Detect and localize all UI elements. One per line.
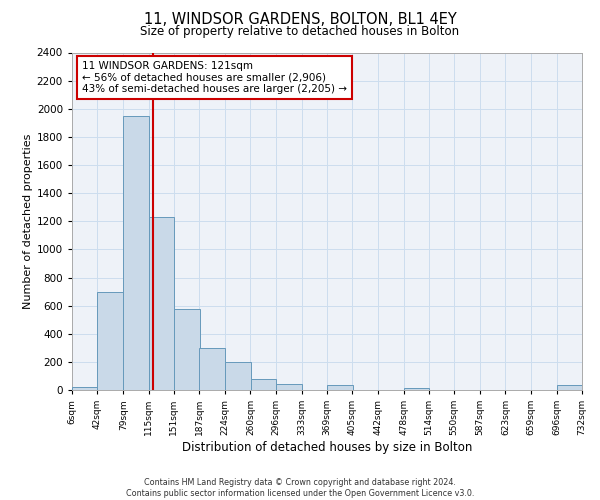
Bar xyxy=(225,362,251,390)
Text: 11 WINDSOR GARDENS: 121sqm
← 56% of detached houses are smaller (2,906)
43% of s: 11 WINDSOR GARDENS: 121sqm ← 56% of deta… xyxy=(82,61,347,94)
Bar xyxy=(149,217,175,390)
Bar xyxy=(557,385,583,390)
Bar xyxy=(72,387,98,390)
Text: 11, WINDSOR GARDENS, BOLTON, BL1 4EY: 11, WINDSOR GARDENS, BOLTON, BL1 4EY xyxy=(143,12,457,28)
Bar xyxy=(97,292,123,390)
Bar xyxy=(276,384,302,390)
Bar xyxy=(404,388,430,390)
Text: Size of property relative to detached houses in Bolton: Size of property relative to detached ho… xyxy=(140,25,460,38)
Bar xyxy=(174,309,200,390)
Bar xyxy=(327,385,353,390)
Bar xyxy=(124,116,149,390)
Bar xyxy=(199,348,225,390)
Text: Contains HM Land Registry data © Crown copyright and database right 2024.
Contai: Contains HM Land Registry data © Crown c… xyxy=(126,478,474,498)
Bar xyxy=(251,379,277,390)
X-axis label: Distribution of detached houses by size in Bolton: Distribution of detached houses by size … xyxy=(182,441,472,454)
Y-axis label: Number of detached properties: Number of detached properties xyxy=(23,134,32,309)
